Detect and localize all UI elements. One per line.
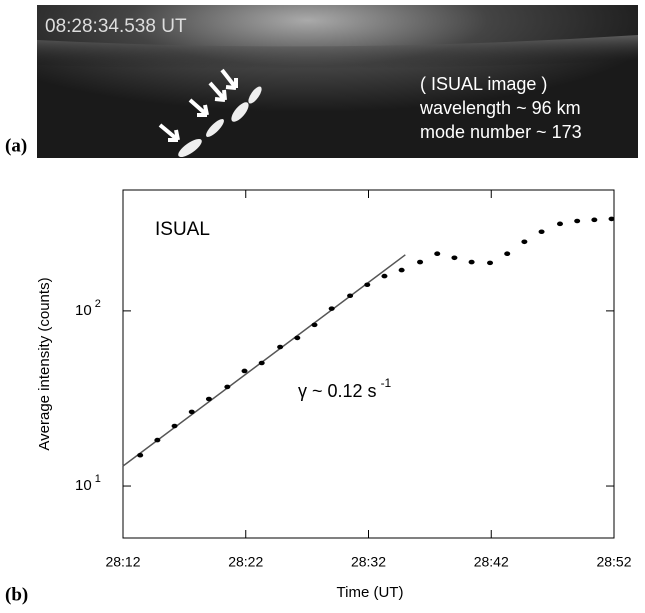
x-tick-label: 28:12 — [105, 554, 140, 570]
data-point — [381, 273, 388, 279]
timestamp: 08:28:34.538 UT — [45, 16, 187, 37]
data-point — [608, 216, 615, 222]
caption-line: ( ISUAL image ) — [420, 74, 547, 94]
data-point — [434, 251, 441, 257]
data-point — [521, 239, 528, 245]
data-point — [241, 368, 248, 374]
data-point — [205, 396, 212, 402]
data-point — [347, 293, 354, 299]
data-point — [487, 260, 494, 266]
y-axis-label: Average intensity (counts) — [36, 277, 53, 450]
limb-glow — [37, 35, 638, 69]
annotation: ISUAL — [155, 219, 210, 240]
sprite-blobs — [178, 86, 262, 158]
x-axis-label: Time (UT) — [337, 584, 404, 601]
annotation-superscript: -1 — [381, 376, 392, 390]
data-point — [224, 384, 231, 390]
data-point — [398, 267, 405, 273]
caption-line: mode number ~ 173 — [420, 122, 582, 142]
data-point — [538, 229, 545, 235]
data-point — [328, 306, 335, 311]
data-point — [591, 217, 598, 223]
x-tick-label: 28:42 — [474, 554, 509, 570]
caption-line: wavelength ~ 96 km — [419, 98, 581, 118]
data-point — [277, 344, 284, 350]
fit-line — [122, 254, 406, 467]
data-point — [294, 335, 301, 341]
data-point — [504, 251, 511, 257]
data-point — [468, 259, 475, 265]
y-tick-exponent: 2 — [95, 298, 101, 310]
x-tick-label: 28:32 — [351, 554, 386, 570]
image-panel: 08:28:34.538 UT ( ISUAL image ) waveleng… — [5, 5, 638, 158]
annotation: γ ~ 0.12 s -1 — [298, 376, 392, 401]
annotation-text: γ ~ 0.12 s — [298, 381, 377, 401]
data-point — [137, 452, 144, 458]
x-tick-label: 28:22 — [228, 554, 263, 570]
panel-label: (b) — [5, 584, 28, 605]
image-background — [37, 5, 638, 158]
data-point — [364, 282, 371, 288]
data-point — [451, 255, 458, 261]
y-tick-label: 10 2 — [75, 298, 101, 319]
plot-frame — [122, 189, 615, 539]
data-point — [258, 360, 265, 366]
y-tick-exponent: 1 — [95, 473, 101, 485]
y-tick-base: 10 — [75, 477, 92, 494]
y-tick-label: 10 1 — [75, 473, 101, 494]
y-tick-base: 10 — [75, 302, 92, 319]
data-point — [311, 322, 318, 328]
data-point — [417, 259, 424, 265]
data-point — [171, 423, 178, 429]
x-tick-label: 28:52 — [596, 554, 631, 570]
data-point — [188, 409, 195, 415]
data-point — [574, 218, 581, 224]
panel-label: (a) — [5, 135, 27, 156]
data-point — [154, 437, 161, 443]
arrows — [158, 68, 238, 142]
data-point — [556, 221, 563, 227]
